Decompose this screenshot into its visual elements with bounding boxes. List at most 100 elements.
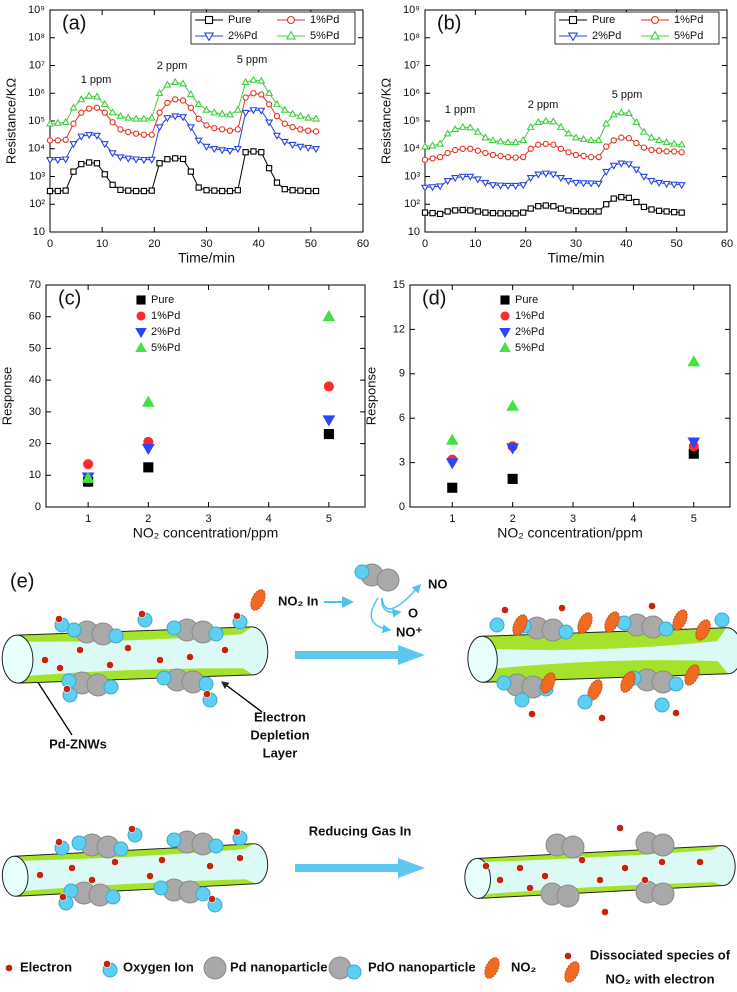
- electron: [138, 610, 146, 618]
- marker: [504, 210, 512, 217]
- x-tick-label: 40: [253, 238, 265, 250]
- marker: [527, 205, 534, 212]
- electron: [658, 858, 666, 866]
- x-tick-label: 3: [205, 513, 211, 525]
- y-tick-label: 12: [393, 323, 405, 335]
- marker: [571, 179, 581, 188]
- marker: [624, 161, 633, 169]
- marker: [203, 122, 210, 129]
- marker: [632, 117, 641, 126]
- marker: [436, 210, 444, 218]
- oxygen: [105, 889, 121, 905]
- marker: [482, 209, 489, 216]
- marker: [78, 109, 85, 116]
- y-tick-label: 10³: [404, 170, 420, 182]
- marker: [135, 328, 147, 339]
- wire-end: [467, 635, 498, 683]
- marker: [101, 171, 108, 178]
- y-tick-label: 10⁹: [403, 4, 420, 16]
- legend-label: 1%Pd: [310, 14, 339, 26]
- marker: [571, 133, 581, 141]
- marker: [504, 153, 512, 161]
- marker: [141, 443, 155, 456]
- marker: [677, 140, 686, 148]
- marker: [203, 32, 215, 42]
- marker: [211, 125, 218, 132]
- marker: [580, 208, 587, 215]
- electron: [564, 952, 572, 960]
- marker: [258, 149, 265, 156]
- marker: [567, 32, 579, 42]
- marker: [445, 433, 459, 445]
- marker: [54, 137, 61, 144]
- marker: [163, 80, 172, 88]
- marker: [140, 131, 148, 138]
- oxygen: [198, 676, 214, 692]
- marker: [587, 208, 595, 215]
- oxygen: [208, 838, 224, 854]
- marker: [132, 156, 141, 164]
- electron: [672, 709, 680, 717]
- x-tick-label: 4: [630, 513, 636, 525]
- marker: [655, 147, 663, 154]
- pd-nanoparticle: [203, 956, 227, 980]
- marker: [444, 208, 451, 215]
- marker: [109, 119, 116, 126]
- marker: [92, 132, 102, 140]
- electron: [56, 664, 64, 672]
- legend-label: 2%Pd: [515, 326, 544, 338]
- marker: [436, 139, 445, 147]
- marker: [179, 97, 187, 104]
- marker: [603, 201, 610, 208]
- marker: [100, 141, 109, 149]
- electron: [221, 646, 229, 654]
- marker: [204, 15, 214, 25]
- y-tick-label: 6: [399, 412, 405, 424]
- annotation: 5 ppm: [237, 54, 268, 66]
- legend-label: PdO nanoparticle: [368, 959, 476, 974]
- legend-label: 2%Pd: [228, 30, 257, 42]
- electron: [208, 895, 216, 903]
- marker: [164, 99, 171, 107]
- y-tick-label: 10: [29, 469, 41, 481]
- x-tick-label: 1: [85, 513, 91, 525]
- marker: [428, 141, 437, 149]
- electron: [55, 838, 63, 846]
- marker: [428, 184, 437, 192]
- marker: [187, 104, 194, 111]
- marker: [163, 115, 172, 123]
- marker: [117, 186, 124, 194]
- nanowire: [464, 845, 736, 899]
- marker: [311, 114, 321, 122]
- marker: [443, 129, 452, 137]
- oxygen: [108, 628, 124, 644]
- y-tick-label: 3: [399, 457, 405, 469]
- marker: [587, 153, 595, 161]
- y-tick-label: 10: [33, 226, 45, 238]
- marker: [78, 160, 85, 168]
- marker: [542, 140, 549, 148]
- x-tick-label: 2: [510, 513, 516, 525]
- oxygen: [496, 675, 512, 691]
- electron: [41, 656, 49, 664]
- marker: [648, 146, 655, 154]
- marker: [654, 136, 664, 144]
- marker: [143, 462, 154, 473]
- marker: [265, 88, 274, 97]
- marker: [647, 133, 656, 141]
- oxygen: [577, 694, 593, 710]
- oxygen: [658, 621, 674, 637]
- marker: [156, 109, 163, 116]
- marker: [272, 132, 281, 140]
- marker: [265, 164, 273, 172]
- pd-nanoparticle: [376, 568, 400, 592]
- marker: [61, 156, 70, 164]
- marker: [649, 30, 661, 40]
- marker: [304, 144, 313, 152]
- arrow: [381, 583, 421, 610]
- marker: [218, 147, 227, 155]
- depletion-label: Layer: [263, 745, 298, 760]
- marker: [436, 183, 445, 191]
- marker: [226, 187, 234, 195]
- marker: [171, 77, 180, 85]
